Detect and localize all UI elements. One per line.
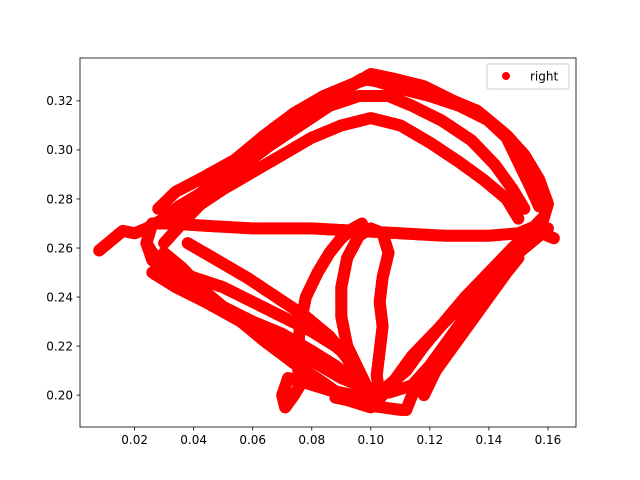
y-tick-label: 0.22 <box>46 339 73 353</box>
x-axis: 0.02 0.04 0.06 0.08 0.10 0.12 0.14 0.16 <box>121 427 561 447</box>
data-point <box>536 212 549 225</box>
legend-marker <box>502 72 510 80</box>
x-tick-label: 0.02 <box>121 433 148 447</box>
legend-box <box>486 63 570 90</box>
x-tick-label: 0.16 <box>535 433 562 447</box>
legend: right <box>486 63 570 90</box>
x-tick-label: 0.08 <box>298 433 325 447</box>
y-tick-label: 0.28 <box>46 192 73 206</box>
y-tick-label: 0.32 <box>46 94 73 108</box>
x-tick-label: 0.12 <box>416 433 443 447</box>
x-tick-label: 0.14 <box>476 433 503 447</box>
data-point <box>355 217 368 230</box>
data-point <box>347 354 360 367</box>
data-point <box>512 242 525 255</box>
data-point <box>512 143 525 156</box>
data-point <box>512 251 525 264</box>
y-tick-label: 0.30 <box>46 143 73 157</box>
legend-label: right <box>530 70 558 84</box>
x-tick-label: 0.04 <box>180 433 207 447</box>
data-point <box>547 232 560 245</box>
x-tick-label: 0.06 <box>239 433 266 447</box>
y-tick-label: 0.26 <box>46 241 73 255</box>
y-tick-label: 0.24 <box>46 290 73 304</box>
data-point <box>518 202 531 215</box>
x-tick-label: 0.10 <box>357 433 384 447</box>
y-axis: 0.20 0.22 0.24 0.26 0.28 0.30 0.32 <box>46 94 80 402</box>
data-point <box>533 200 546 213</box>
data-point <box>512 212 525 225</box>
axes-frame <box>79 57 577 428</box>
y-tick-label: 0.20 <box>46 388 73 402</box>
data-points <box>93 67 560 416</box>
